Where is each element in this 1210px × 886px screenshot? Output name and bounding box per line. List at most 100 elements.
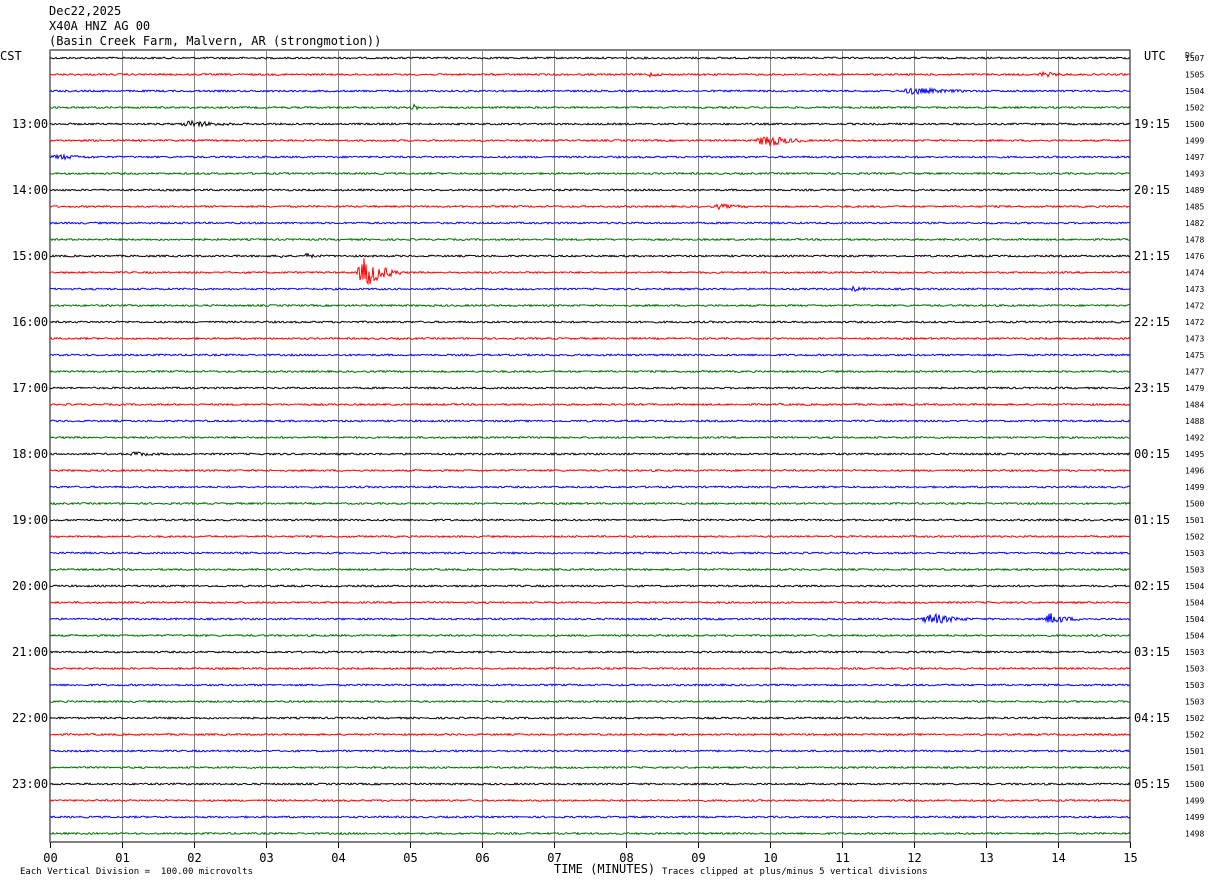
trace-line [49,369,1131,374]
trace-line [49,683,1131,687]
dc-value: 1501 [1185,516,1204,525]
x-tick-label: 07 [547,851,561,865]
station-location: (Basin Creek Farm, Malvern, AR (strongmo… [49,34,382,48]
utc-hour-label: 23:15 [1134,381,1170,395]
trace-line [49,650,1131,654]
dc-value: 1504 [1185,582,1204,591]
x-tick-label: 12 [907,851,921,865]
dc-value: 1503 [1185,566,1204,575]
x-tick-label: 02 [187,851,201,865]
dc-value: 1503 [1185,698,1204,707]
seismic-traces [49,56,1131,836]
dc-value: 1495 [1185,450,1204,459]
x-axis-title: TIME (MINUTES) [554,862,656,876]
trace-line [49,285,1131,293]
x-tick-label: 15 [1123,851,1137,865]
x-tick-label: 11 [835,851,849,865]
dc-value: 1499 [1185,813,1204,822]
dc-value: 1498 [1185,830,1204,839]
trace-line [49,103,1131,112]
trace-line [49,56,1131,60]
dc-value: 1505 [1185,71,1204,80]
cst-hour-label: 13:00 [12,117,48,131]
x-tick-label: 10 [763,851,777,865]
trace-line [49,386,1131,390]
cst-hour-label: 19:00 [12,513,48,527]
trace-line [49,798,1131,803]
dc-value: 1504 [1185,87,1204,96]
trace-line [49,666,1131,671]
dc-value: 1472 [1185,318,1204,327]
trace-line [49,402,1131,407]
dc-value: 1503 [1185,648,1204,657]
time-grid [49,49,1131,848]
utc-hour-label: 05:15 [1134,777,1170,791]
trace-line [49,435,1131,440]
trace-line [49,203,1131,211]
trace-line [49,152,1131,161]
utc-hour-label: 01:15 [1134,513,1170,527]
trace-line [49,716,1131,720]
axis-labels: 00 01 02 03 04 05 06 07 08 09 10 11 12 13 14 15 1507 1505… [0,49,1204,865]
utc-hour-label: 00:15 [1134,447,1170,461]
trace-line [49,451,1131,457]
dc-value: 1493 [1185,170,1204,179]
dc-value: 1503 [1185,665,1204,674]
utc-axis-label: UTC [1144,49,1166,63]
x-tick-label: 01 [115,851,129,865]
x-tick-label: 00 [43,851,57,865]
x-tick-label: 14 [1051,851,1065,865]
dc-value: 1502 [1185,533,1204,542]
utc-hour-label: 04:15 [1134,711,1170,725]
dc-value: 1479 [1185,384,1204,393]
trace-line [49,86,1131,95]
trace-line [49,567,1131,572]
trace-line [49,782,1131,786]
dc-value: 1502 [1185,731,1204,740]
trace-line [49,699,1131,704]
trace-line [49,188,1131,192]
trace-line [49,732,1131,737]
trace-line [49,501,1131,506]
dc-value: 1477 [1185,368,1204,377]
dc-value: 1500 [1185,500,1204,509]
dc-value: 1492 [1185,434,1204,443]
utc-hour-label: 03:15 [1134,645,1170,659]
dc-value: 1504 [1185,632,1204,641]
dc-value: 1503 [1185,681,1204,690]
dc-value: 1474 [1185,269,1204,278]
trace-line [49,633,1131,638]
division-note: Each Vertical Division = 100.00 microvol… [20,867,253,877]
dc-value: 1507 [1185,54,1204,63]
dc-value: 1502 [1185,714,1204,723]
dc-value: 1504 [1185,599,1204,608]
x-tick-label: 05 [403,851,417,865]
trace-line [49,612,1131,624]
dc-value: 1482 [1185,219,1204,228]
cst-hour-label: 20:00 [12,579,48,593]
trace-line [49,584,1131,588]
dc-value: 1500 [1185,120,1204,129]
x-tick-label: 04 [331,851,345,865]
dc-value: 1473 [1185,335,1204,344]
trace-line [49,171,1131,176]
dc-value: 1484 [1185,401,1204,410]
dc-value: 1485 [1185,203,1204,212]
utc-hour-label: 22:15 [1134,315,1170,329]
plot-frame [49,49,1131,843]
trace-line [49,336,1131,341]
x-tick-label: 03 [259,851,273,865]
trace-line [49,419,1131,423]
station-code: X40A HNZ AG 00 [49,19,151,33]
cst-hour-label: 18:00 [12,447,48,461]
trace-line [49,765,1131,770]
trace-line [49,136,1131,146]
dc-value: 1500 [1185,780,1204,789]
dc-value: 1473 [1185,285,1204,294]
trace-line [49,258,1131,286]
dc-axis-label: DC [1185,51,1195,60]
dc-value: 1472 [1185,302,1204,311]
cst-hour-label: 14:00 [12,183,48,197]
cst-hour-label: 15:00 [12,249,48,263]
trace-line [49,303,1131,308]
